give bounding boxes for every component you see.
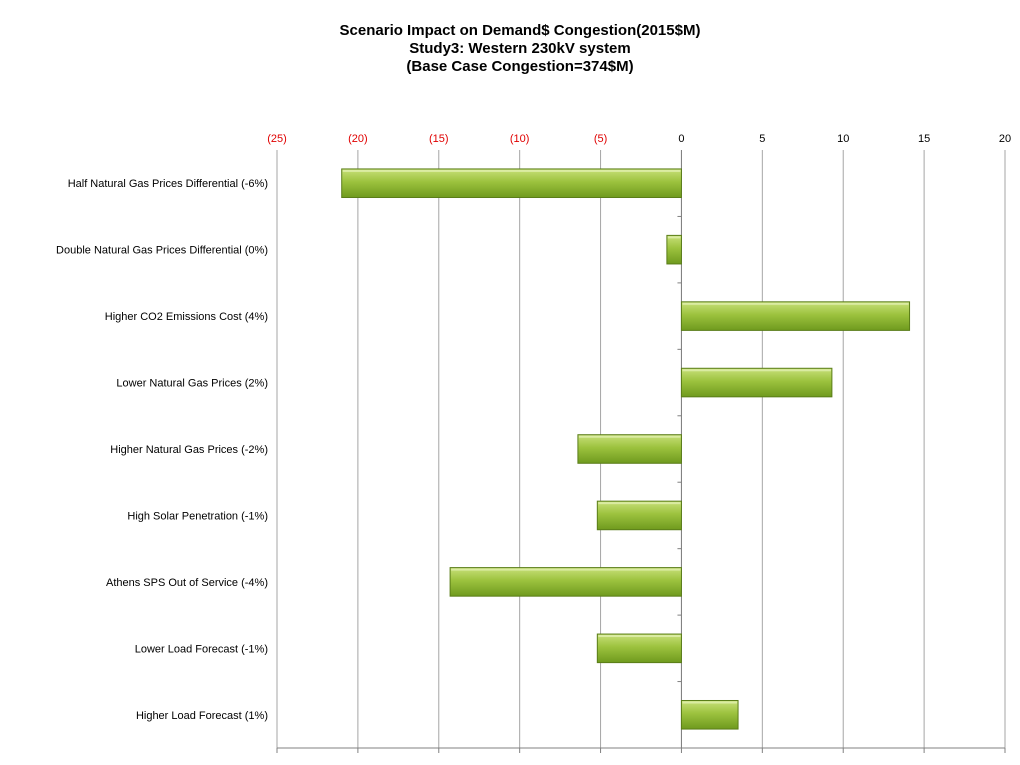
bar-highlight	[578, 435, 681, 438]
category-label: Higher CO2 Emissions Cost (4%)	[105, 311, 268, 323]
category-label: High Solar Penetration (-1%)	[127, 510, 268, 522]
x-tick-label: (25)	[267, 133, 287, 145]
x-tick-labels: (25) (20) (15) (10) (5) 0 5 10 15 20	[267, 133, 1011, 145]
bar	[680, 301, 911, 331]
bar-highlight	[598, 635, 681, 638]
category-label: Lower Natural Gas Prices (2%)	[116, 378, 268, 390]
bar	[596, 633, 682, 664]
x-tick-label: (5)	[594, 133, 607, 145]
x-tick-label: (20)	[348, 133, 368, 145]
category-label: Double Natural Gas Prices Differential (…	[56, 245, 268, 257]
bar	[680, 367, 833, 398]
bar-highlight	[682, 369, 831, 372]
bar	[680, 699, 739, 730]
bar-highlight	[598, 502, 681, 505]
category-label: Half Natural Gas Prices Differential (-6…	[68, 178, 268, 190]
bar-highlight	[682, 701, 738, 704]
bar	[449, 567, 682, 597]
category-label: Higher Load Forecast (1%)	[136, 710, 268, 722]
category-label: Higher Natural Gas Prices (-2%)	[110, 444, 268, 456]
x-tick-label: 10	[837, 133, 849, 145]
x-tick-label: 5	[759, 133, 765, 145]
bar	[666, 234, 682, 265]
bar-highlight	[667, 236, 681, 239]
x-tick-label: 15	[918, 133, 930, 145]
chart-title-line-1: Scenario Impact on Demand$ Congestion(20…	[339, 22, 701, 39]
x-tick-label: (15)	[429, 133, 449, 145]
bar	[577, 434, 682, 464]
bar-highlight	[682, 302, 909, 305]
chart-title: Scenario Impact on Demand$ Congestion(20…	[230, 22, 810, 76]
bars	[341, 168, 911, 730]
category-labels: Half Natural Gas Prices Differential (-6…	[56, 178, 268, 722]
bar	[341, 168, 682, 199]
x-tick-label: 0	[678, 133, 684, 145]
chart-title-line-3: (Base Case Congestion=374$M)	[406, 58, 634, 75]
category-label: Lower Load Forecast (-1%)	[135, 643, 268, 655]
bar-highlight	[342, 169, 681, 172]
bar-highlight	[451, 568, 681, 571]
chart-title-line-2: Study3: Western 230kV system	[409, 40, 631, 57]
category-label: Athens SPS Out of Service (-4%)	[106, 577, 268, 589]
x-tick-label: 20	[999, 133, 1011, 145]
x-tick-label: (10)	[510, 133, 530, 145]
bar	[596, 500, 682, 531]
